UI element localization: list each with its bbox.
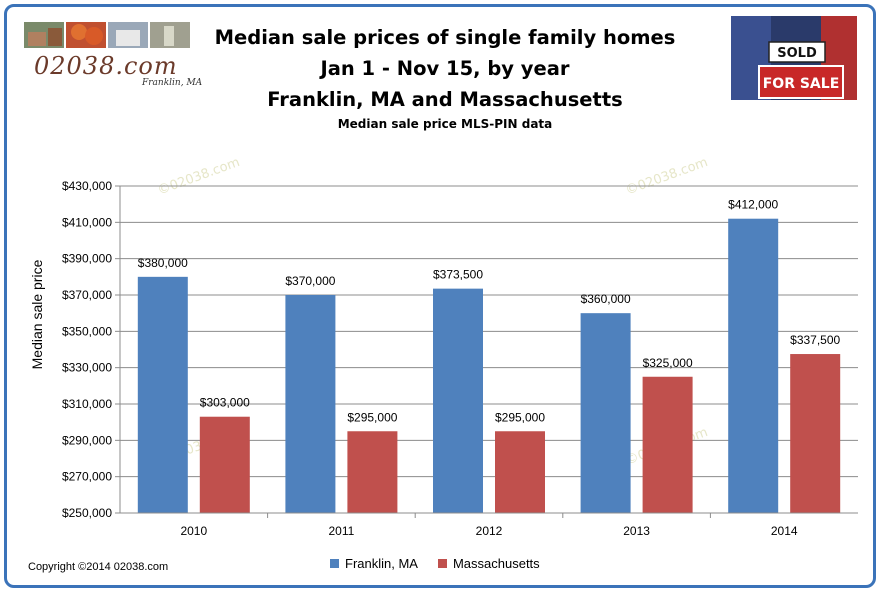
bar-massachusetts-2010: [199, 416, 250, 513]
watermark-text: ©02038.com: [624, 155, 710, 199]
bar-massachusetts-2013: [642, 376, 693, 513]
watermark-text: ©02038.com: [156, 155, 242, 199]
legend-label-massachusetts: Massachusetts: [452, 556, 540, 571]
data-label-massachusetts-2011: $295,000: [347, 410, 397, 424]
y-tick-label: $250,000: [62, 506, 112, 520]
x-tick-label: 2011: [328, 524, 354, 538]
bar-franklin-2014: [728, 218, 779, 513]
y-tick-label: $350,000: [62, 324, 112, 338]
data-label-massachusetts-2014: $337,500: [790, 333, 840, 347]
bar-franklin-2012: [433, 288, 483, 513]
y-tick-label: $310,000: [62, 397, 112, 411]
data-label-massachusetts-2012: $295,000: [495, 410, 545, 424]
sold-sign-photo: SOLD FOR SALE: [731, 16, 857, 100]
data-label-franklin-2012: $373,500: [433, 268, 483, 282]
y-tick-label: $430,000: [62, 179, 112, 193]
chart-legend: Franklin, MA Massachusetts: [330, 556, 560, 571]
title-line-3: Franklin, MA and Massachusetts: [267, 88, 623, 111]
y-tick-label: $290,000: [62, 433, 112, 447]
x-tick-label: 2010: [180, 524, 207, 538]
data-label-franklin-2013: $360,000: [581, 292, 631, 306]
y-tick-label: $370,000: [62, 288, 112, 302]
y-tick-label: $330,000: [62, 361, 112, 375]
data-label-massachusetts-2010: $303,000: [200, 396, 250, 410]
bar-massachusetts-2014: [790, 354, 841, 513]
y-tick-label: $410,000: [62, 215, 112, 229]
bar-massachusetts-2012: [495, 431, 545, 513]
logo-text: 02038.com: [34, 52, 178, 80]
chart-subtitle: Median sale price MLS-PIN data: [337, 117, 553, 131]
data-label-franklin-2011: $370,000: [285, 274, 335, 288]
sign-sold-text: SOLD: [777, 46, 817, 61]
legend-label-franklin: Franklin, MA: [345, 556, 418, 571]
photo-strip: [24, 22, 190, 48]
data-label-franklin-2010: $380,000: [138, 256, 188, 270]
y-axis-label: Median sale price: [29, 259, 45, 369]
site-logo[interactable]: 02038.com Franklin, MA: [24, 22, 214, 92]
sign-for-sale-text: FOR SALE: [763, 76, 840, 92]
x-tick-label: 2012: [476, 524, 503, 538]
copyright-text: Copyright ©2014 02038.com: [28, 561, 169, 573]
bar-franklin-2010: [137, 276, 188, 513]
chart-title: Median sale prices of single family home…: [195, 22, 695, 115]
legend-item-franklin: Franklin, MA: [330, 556, 418, 571]
legend-item-massachusetts: Massachusetts: [437, 556, 540, 571]
x-tick-label: 2014: [771, 524, 798, 538]
legend-swatch-massachusetts: [437, 559, 447, 568]
data-label-massachusetts-2013: $325,000: [643, 356, 693, 370]
y-tick-label: $270,000: [62, 470, 112, 484]
title-line-2: Jan 1 - Nov 15, by year: [320, 57, 570, 80]
bar-massachusetts-2011: [347, 431, 398, 513]
title-line-1: Median sale prices of single family home…: [214, 26, 676, 49]
legend-swatch-franklin: [330, 559, 339, 568]
x-tick-label: 2013: [623, 524, 650, 538]
y-tick-label: $390,000: [62, 252, 112, 266]
data-label-franklin-2014: $412,000: [728, 198, 778, 212]
bar-franklin-2011: [285, 295, 336, 513]
logo-subtext: Franklin, MA: [142, 78, 203, 88]
bar-franklin-2013: [580, 313, 631, 513]
